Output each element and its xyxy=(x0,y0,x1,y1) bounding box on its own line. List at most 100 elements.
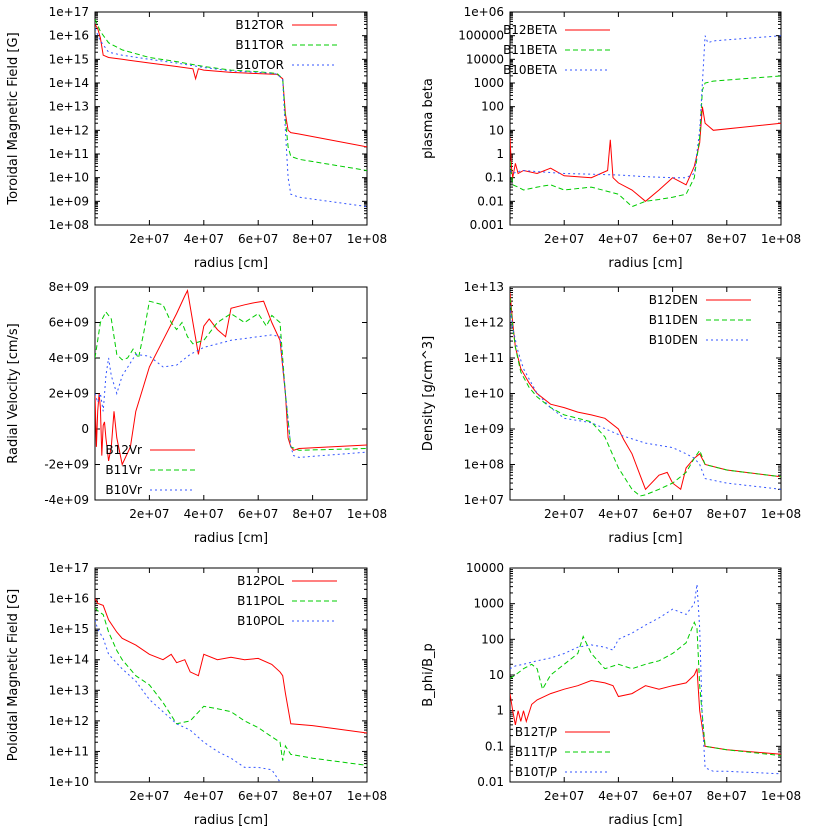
series-group xyxy=(510,35,781,208)
legend-label: B11TOR xyxy=(235,38,284,52)
y-tick-label: 1e+16 xyxy=(49,29,89,43)
legend-label: B12POL xyxy=(237,574,284,588)
x-tick-label: 8e+07 xyxy=(707,507,747,521)
series-line-b12den xyxy=(510,292,781,491)
x-axis-label: radius [cm] xyxy=(608,256,682,271)
legend: B12TOR B11TOR B10TOR xyxy=(235,18,337,72)
legend-label: B10T/P xyxy=(515,765,557,779)
y-tick-label: 10 xyxy=(489,123,504,137)
y-axis-label: Poloidal Magnetic Field [G] xyxy=(6,589,21,762)
x-tick-label: 4e+07 xyxy=(598,789,638,803)
y-tick-label: 1e+08 xyxy=(49,218,89,232)
x-tick-label: 4e+07 xyxy=(598,232,638,246)
series-line-b12pol xyxy=(95,598,367,734)
series-group xyxy=(95,598,367,782)
x-axis-label: radius [cm] xyxy=(194,531,268,546)
legend-label: B12Vr xyxy=(105,443,142,457)
series-line-b10den xyxy=(510,305,781,490)
series-group xyxy=(510,292,781,497)
x-tick-label: 6e+07 xyxy=(652,507,692,521)
y-tick-label: 10000 xyxy=(466,561,504,575)
x-tick-label: 4e+07 xyxy=(184,789,224,803)
x-tick-label: 8e+07 xyxy=(292,789,332,803)
chart-panel-ratio: 10000 1000 100 10 1 0.1 0.01 2e+07 4e+07 6e+07 8e+… xyxy=(421,561,801,828)
y-tick-label: 0.1 xyxy=(485,171,504,185)
y-tick-label: 1e+12 xyxy=(464,316,504,330)
x-tick-label: 2e+07 xyxy=(129,507,169,521)
y-tick-label: 1000 xyxy=(473,76,504,90)
x-tick-label: 2e+07 xyxy=(544,507,584,521)
series-line-b11beta xyxy=(510,75,781,208)
y-tick-label: 100 xyxy=(481,100,504,114)
x-tick-label: 6e+07 xyxy=(652,789,692,803)
legend-label: B12DEN xyxy=(649,293,698,307)
x-tick-label: 4e+07 xyxy=(184,232,224,246)
y-tick-label: 1e+14 xyxy=(49,653,89,667)
y-tick-label: 1e+17 xyxy=(49,5,89,19)
y-tick-label: -2e+09 xyxy=(44,458,89,472)
x-axis-label: radius [cm] xyxy=(608,531,682,546)
legend-label: B10TOR xyxy=(235,58,284,72)
legend-label: B11BETA xyxy=(503,43,558,57)
series-line-b10tor xyxy=(95,28,367,208)
chart-panel-poloidal: 1e+17 1e+16 1e+15 1e+14 1e+13 1e+12 1e+11 1e+10… xyxy=(6,561,387,828)
y-tick-label: 1e+13 xyxy=(49,100,89,114)
y-tick-label: 4e+09 xyxy=(49,351,89,365)
y-tick-label: 8e+09 xyxy=(49,280,89,294)
legend-label: B12TOR xyxy=(235,18,284,32)
legend-label: B12T/P xyxy=(515,725,557,739)
y-tick-label: 1e+13 xyxy=(49,683,89,697)
y-axis-label: plasma beta xyxy=(421,78,436,159)
x-tick-label: 4e+07 xyxy=(598,507,638,521)
legend-label: B10DEN xyxy=(649,333,698,347)
y-tick-label: 100000 xyxy=(458,29,504,43)
y-tick-label: -4e+09 xyxy=(44,493,89,507)
y-tick-label: 0.001 xyxy=(470,218,504,232)
y-tick-label: 1 xyxy=(496,704,504,718)
series-group xyxy=(95,18,367,208)
plot-frame xyxy=(509,11,782,226)
x-tick-label: 6e+07 xyxy=(652,232,692,246)
y-tick-label: 1e+10 xyxy=(49,171,89,185)
y-tick-label: 6e+09 xyxy=(49,316,89,330)
x-tick-label: 1e+08 xyxy=(347,789,387,803)
series-group xyxy=(510,584,781,775)
series-line-b11pol xyxy=(95,607,367,766)
x-tick-label: 1e+08 xyxy=(347,507,387,521)
y-tick-label: 1 xyxy=(496,147,504,161)
legend-label: B11POL xyxy=(237,594,284,608)
x-tick-label: 6e+07 xyxy=(238,232,278,246)
x-tick-label: 6e+07 xyxy=(238,789,278,803)
series-line-b11t-p xyxy=(510,620,781,757)
series-line-b11den xyxy=(510,297,781,497)
series-group xyxy=(95,289,367,467)
x-tick-label: 4e+07 xyxy=(184,507,224,521)
y-tick-label: 2e+09 xyxy=(49,387,89,401)
y-tick-label: 1e+15 xyxy=(49,52,89,66)
y-tick-label: 1e+16 xyxy=(49,592,89,606)
legend: B12BETA B11BETA B10BETA xyxy=(503,23,610,77)
x-axis-label: radius [cm] xyxy=(194,813,268,828)
series-line-b10pol xyxy=(95,619,281,782)
y-tick-label: 10000 xyxy=(466,52,504,66)
x-tick-label: 6e+07 xyxy=(238,507,278,521)
x-tick-label: 2e+07 xyxy=(129,789,169,803)
series-line-b10beta xyxy=(510,35,781,179)
x-tick-label: 8e+07 xyxy=(292,507,332,521)
x-tick-label: 1e+08 xyxy=(761,507,801,521)
series-line-b12beta xyxy=(510,106,781,202)
legend-label: B10BETA xyxy=(503,63,558,77)
y-tick-label: 0 xyxy=(81,422,89,436)
y-tick-label: 0.01 xyxy=(477,775,504,789)
y-tick-label: 1e+17 xyxy=(49,561,89,575)
legend-label: B11DEN xyxy=(649,313,698,327)
chart-panel-density: 1e+13 1e+12 1e+11 1e+10 1e+09 1e+08 1e+07 2e+07… xyxy=(421,280,801,546)
y-tick-label: 1e+11 xyxy=(49,147,89,161)
x-tick-label: 1e+08 xyxy=(347,232,387,246)
x-tick-label: 2e+07 xyxy=(129,232,169,246)
x-tick-label: 8e+07 xyxy=(707,232,747,246)
legend-label: B11Vr xyxy=(105,463,142,477)
chart-panel-beta: 1e+06 100000 10000 1000 100 10 1 0.1 0.01 0.001 2e… xyxy=(421,5,801,271)
y-tick-label: 1e+13 xyxy=(464,280,504,294)
legend: B12POL B11POL B10POL xyxy=(237,574,337,628)
